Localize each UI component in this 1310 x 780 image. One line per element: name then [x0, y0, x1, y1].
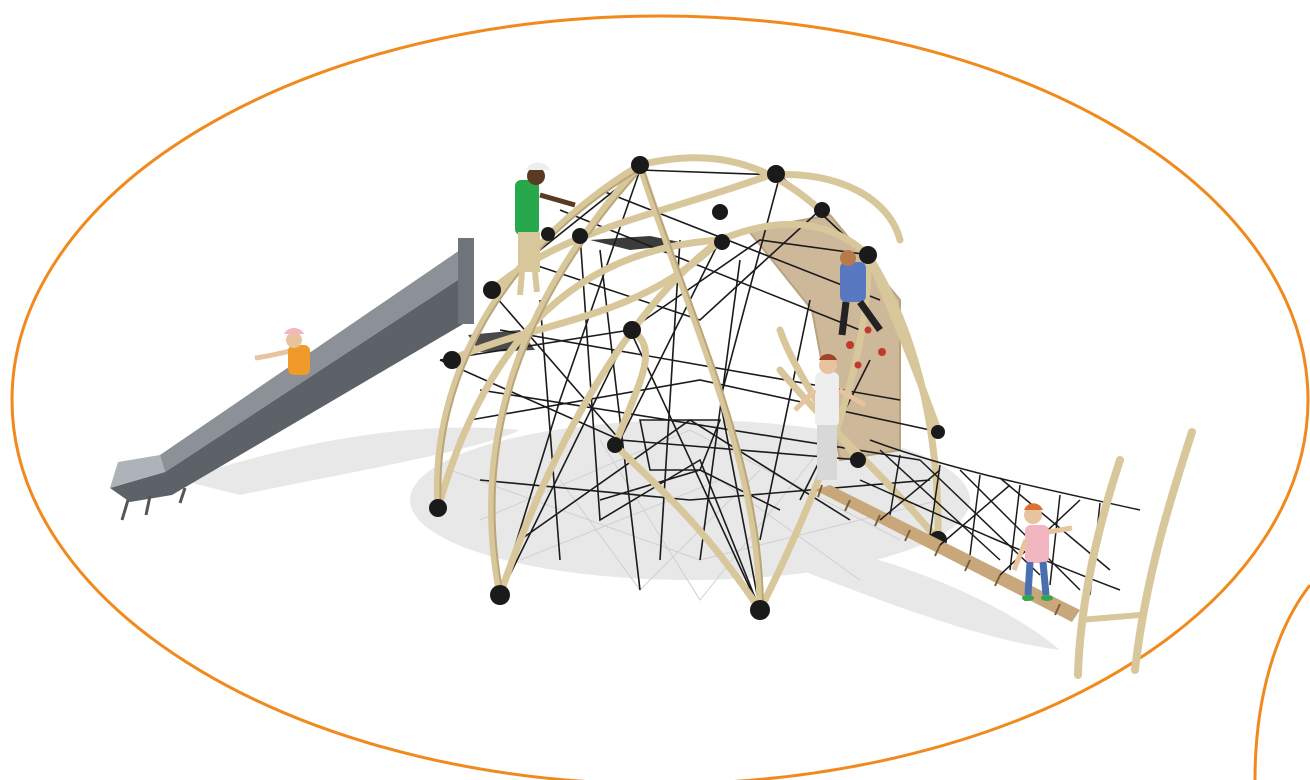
- metal-slide: [110, 238, 474, 521]
- child-figure-top: [515, 162, 576, 296]
- child-figure-slide: [254, 328, 310, 375]
- orange-ellipse-outline: [10, 14, 1310, 780]
- climbing-holds: [846, 326, 886, 369]
- dome-frame-shadow: [439, 167, 764, 611]
- child-figure-panel: [838, 250, 883, 336]
- child-figure-standing: [793, 354, 867, 480]
- child-figure-bridge: [1011, 503, 1073, 601]
- orange-ellipse-outline-partial: [1253, 584, 1310, 780]
- rope-bridge: [815, 428, 1196, 679]
- dome-frame: [433, 154, 942, 614]
